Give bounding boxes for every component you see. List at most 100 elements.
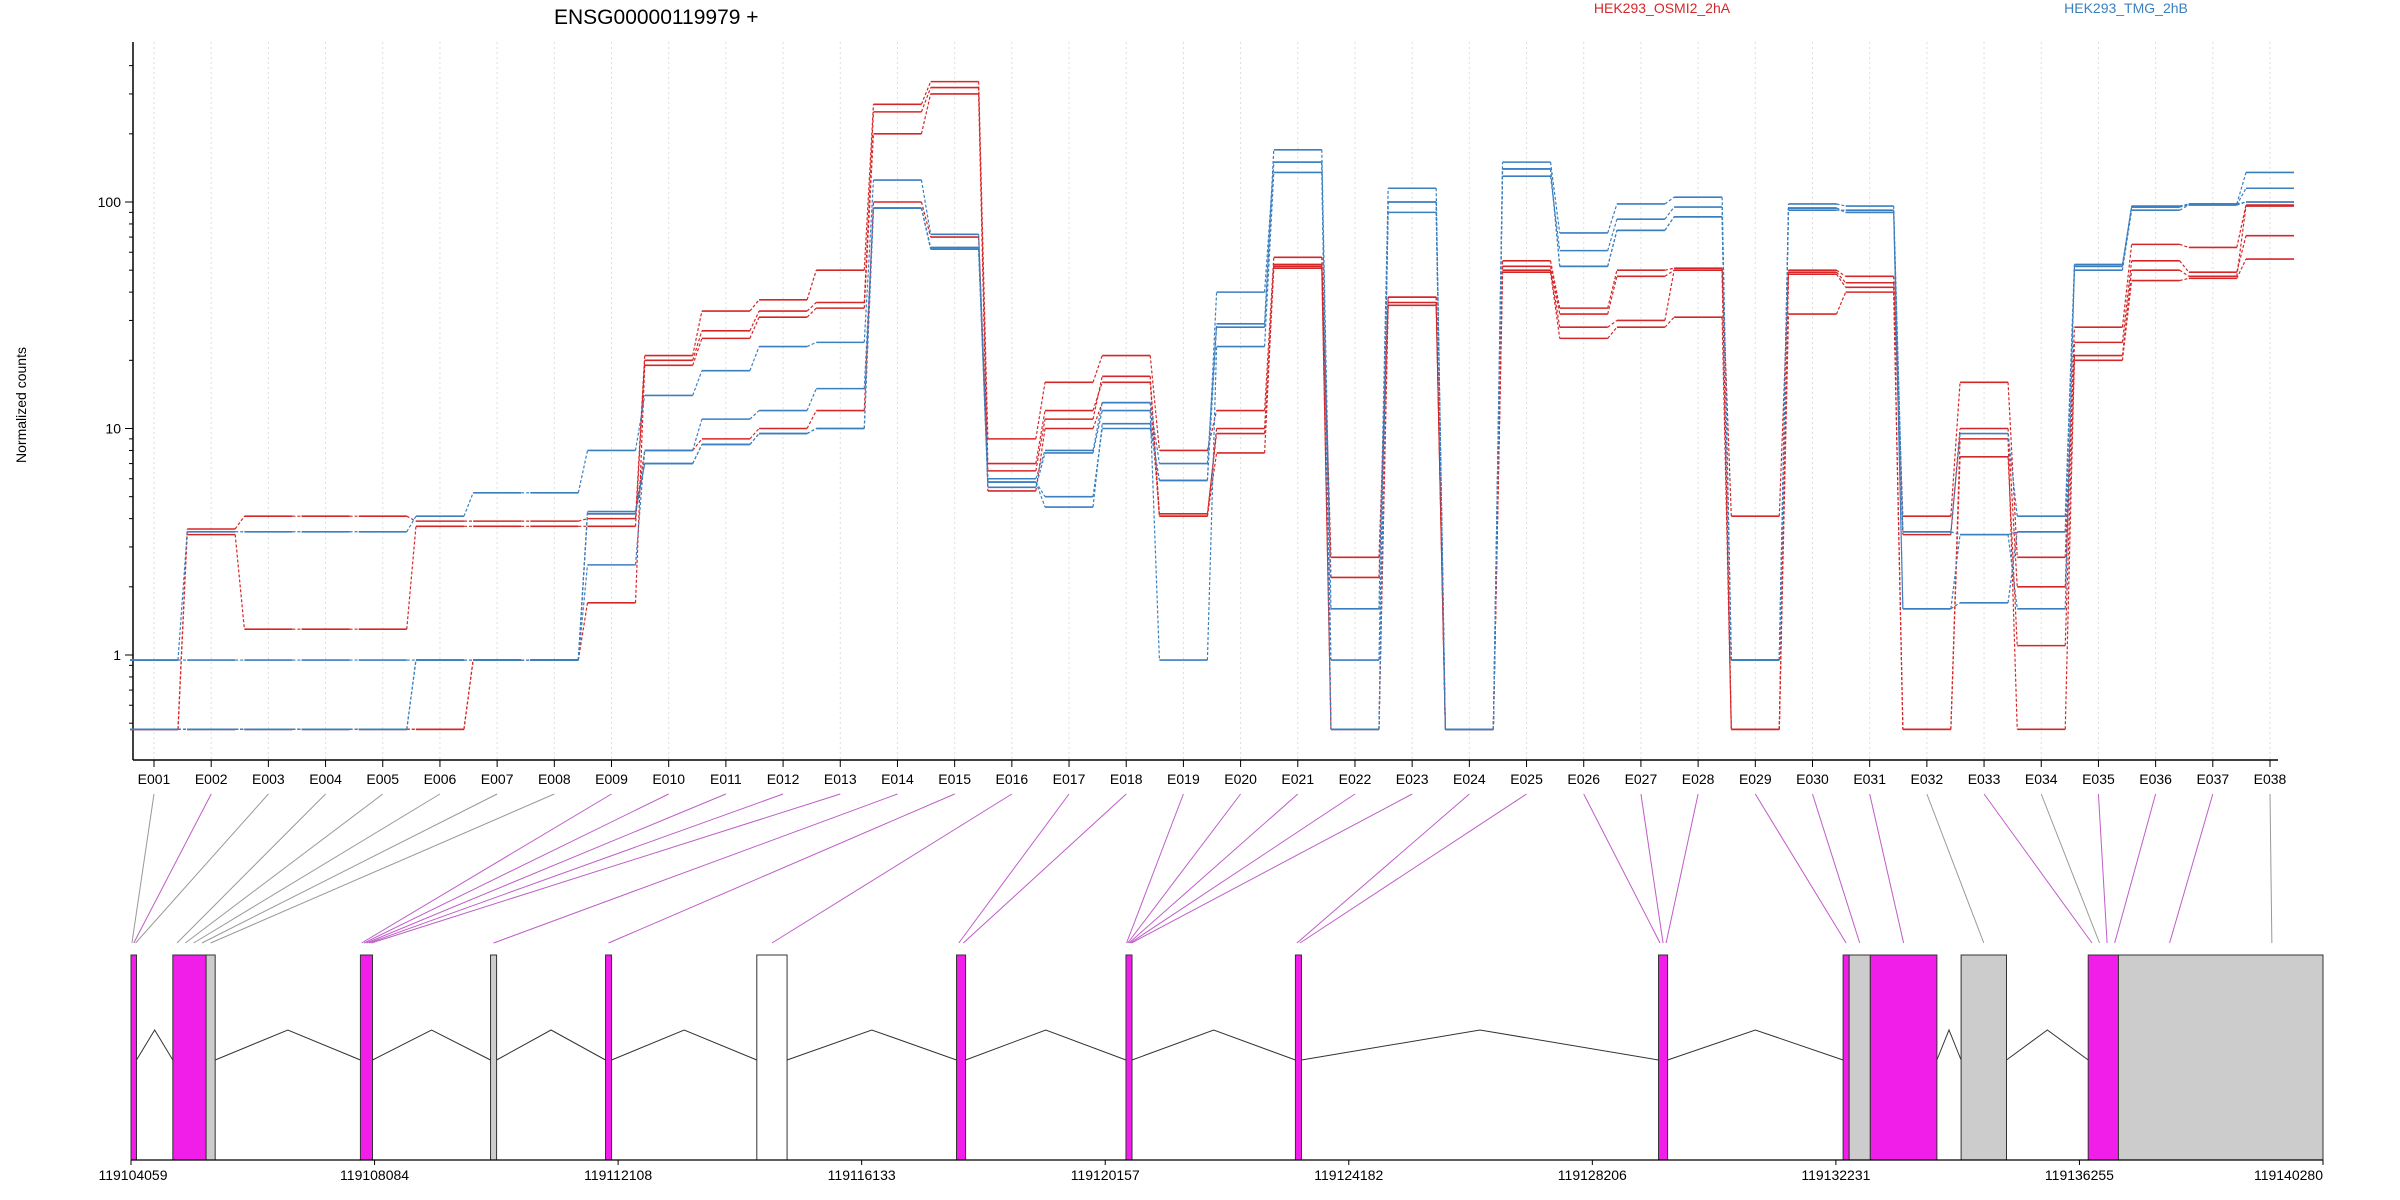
exon-block-12 (1848, 954, 1871, 1161)
x-tick-label-e018: E018 (1110, 771, 1143, 787)
connector-e026 (1583, 793, 1661, 944)
gene-model (130, 954, 2324, 1161)
connector-e015 (608, 793, 955, 944)
series-2 (130, 93, 2294, 731)
connector-e023 (1131, 793, 1413, 944)
connector-e020 (1127, 793, 1241, 944)
connector-e012 (368, 793, 784, 944)
x-tick-label-e036: E036 (2139, 771, 2172, 787)
y-axis-label: Normalized counts (13, 347, 29, 463)
x-tick-label-e008: E008 (538, 771, 571, 787)
connector-e028 (1665, 793, 1699, 944)
x-tick-label-e014: E014 (881, 771, 914, 787)
connector-e032 (1926, 793, 1985, 944)
x-tick-label-e025: E025 (1510, 771, 1543, 787)
legend-entry-1: HEK293_TMG_2hB (2064, 0, 2188, 16)
x-tick-label-e017: E017 (1053, 771, 1086, 787)
x-tick-label-e032: E032 (1911, 771, 1944, 787)
x-tick-label-e016: E016 (995, 771, 1028, 787)
genome-coordinate-axis: 119104059 119108084 119112108 119116133 1191… (98, 1159, 2324, 1183)
connector-e017 (958, 793, 1070, 944)
x-tick-label-e034: E034 (2025, 771, 2058, 787)
coord-label: 119112108 (584, 1167, 652, 1183)
y-tick-label: 100 (98, 194, 122, 210)
exon-block-14 (1960, 954, 2007, 1161)
series-transition (177, 149, 2247, 730)
coord-label: 119124182 (1314, 1167, 1383, 1183)
series-5 (130, 171, 2294, 731)
x-tick-label-e011: E011 (710, 771, 742, 787)
exon-block-13 (1869, 954, 1938, 1161)
exon-block-3 (359, 954, 374, 1161)
exon-block-10 (1658, 954, 1669, 1161)
intron-line (1301, 1029, 1659, 1061)
series-lines (130, 80, 2294, 731)
x-tick-label-e021: E021 (1281, 771, 1314, 787)
exon-block-0 (130, 954, 138, 1161)
intron-line (136, 1029, 174, 1061)
intron-line (1936, 1028, 1962, 1061)
exon-block-7 (956, 954, 967, 1161)
exon-block-4 (490, 954, 498, 1161)
series-transition (178, 201, 2247, 730)
exon-block-1 (172, 954, 207, 1161)
x-tick-label-e001: E001 (138, 771, 171, 787)
x-tick-label-e031: E031 (1853, 771, 1886, 787)
coord-label: 119120157 (1071, 1167, 1140, 1183)
coord-label: 119136255 (2045, 1167, 2114, 1183)
connector-e029 (1754, 793, 1847, 944)
connector-e025 (1299, 793, 1527, 944)
connector-e021 (1128, 793, 1299, 944)
series-3 (130, 201, 2294, 731)
connector-e019 (1126, 793, 1184, 944)
series-transition (178, 172, 2247, 730)
connector-e008 (210, 793, 555, 944)
connector-e007 (201, 793, 498, 944)
x-tick-label-e013: E013 (824, 771, 857, 787)
connector-e001 (131, 793, 155, 944)
x-tick-label-e023: E023 (1396, 771, 1429, 787)
intron-line (1667, 1029, 1844, 1061)
connector-e003 (135, 793, 269, 944)
legend: HEK293_OSMI2_2hA HEK293_TMG_2hB (1594, 0, 2188, 16)
x-tick-label-e004: E004 (309, 771, 342, 787)
x-tick-label-e029: E029 (1739, 771, 1772, 787)
coord-label: 119132231 (1801, 1167, 1870, 1183)
exon-block-15 (2087, 954, 2119, 1161)
x-tick-label-e026: E026 (1567, 771, 1600, 787)
intron-line (611, 1029, 758, 1061)
y-tick-label: 10 (105, 421, 121, 437)
coord-label: 119116133 (828, 1167, 896, 1183)
connector-e018 (962, 793, 1127, 944)
connector-e034 (2040, 793, 2101, 944)
x-tick-label-e015: E015 (938, 771, 971, 787)
connector-e024 (1296, 793, 1470, 944)
legend-entry-0: HEK293_OSMI2_2hA (1594, 0, 1731, 16)
connector-e010 (363, 793, 669, 944)
connector-e037 (2169, 793, 2214, 944)
intron-line (2006, 1029, 2089, 1061)
coord-label: 119140280 (2254, 1167, 2323, 1183)
connector-e002 (133, 793, 212, 944)
exon-block-6 (756, 954, 788, 1161)
exon-connectors (131, 793, 2273, 944)
x-tick-label-e024: E024 (1453, 771, 1486, 787)
exon-block-2 (205, 954, 216, 1161)
x-tick-label-e002: E002 (195, 771, 228, 787)
intron-line (372, 1029, 491, 1061)
series-7 (130, 161, 2294, 731)
intron-line (786, 1029, 957, 1061)
connector-e014 (493, 793, 898, 944)
x-tick-label-e005: E005 (366, 771, 399, 787)
x-tick-label-e020: E020 (1224, 771, 1257, 787)
x-tick-label-e033: E033 (1968, 771, 2001, 787)
series-6 (130, 161, 2294, 731)
x-tick-label-e030: E030 (1796, 771, 1829, 787)
connector-e011 (366, 793, 727, 944)
intron-line (1131, 1029, 1296, 1061)
connector-e033 (1983, 793, 2093, 944)
intron-line (214, 1029, 361, 1061)
connector-e035 (2097, 793, 2108, 944)
coord-label: 119108084 (340, 1167, 409, 1183)
